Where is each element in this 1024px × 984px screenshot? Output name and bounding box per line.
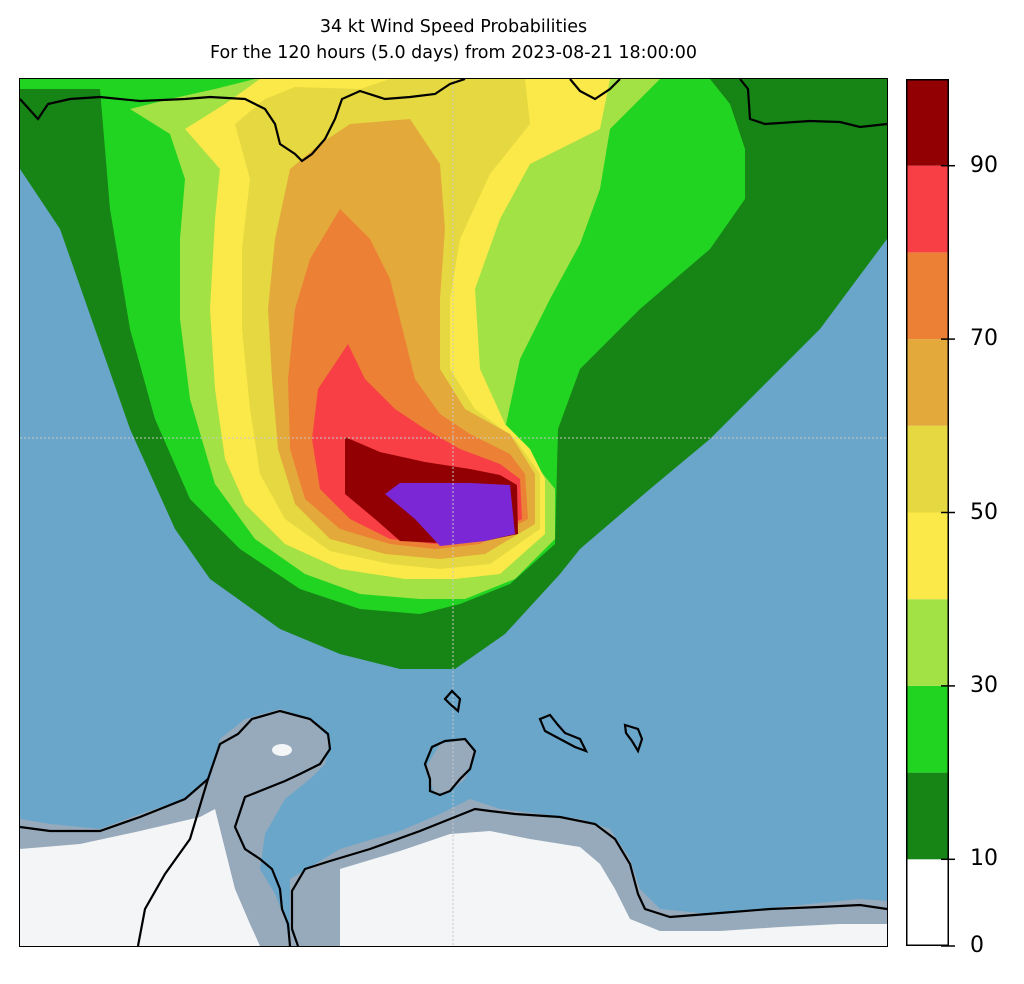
title-line-1: 34 kt Wind Speed Probabilities bbox=[319, 17, 588, 37]
island-center bbox=[425, 739, 475, 794]
colorbar-tick-label: 50 bbox=[970, 499, 998, 525]
colorbar-tick-label: 0 bbox=[970, 933, 984, 958]
colorbar-tick-label: 30 bbox=[970, 672, 998, 698]
land-interior-west bbox=[20, 809, 260, 946]
colorbar-segment bbox=[906, 339, 949, 426]
map-title: 34 kt Wind Speed Probabilities For the 1… bbox=[20, 14, 887, 66]
colorbar-segment bbox=[906, 252, 949, 340]
probability-map bbox=[20, 79, 887, 946]
colorbar-tick-label: 90 bbox=[970, 152, 998, 178]
colorbar-segment bbox=[906, 512, 949, 600]
colorbar-segment bbox=[906, 685, 949, 773]
land-interior-east bbox=[340, 831, 887, 946]
lake-spot bbox=[272, 744, 292, 756]
contour-level-100 bbox=[385, 483, 515, 546]
colorbar bbox=[906, 79, 955, 947]
colorbar-segment bbox=[906, 772, 949, 860]
colorbar-segment bbox=[906, 165, 949, 253]
colorbar-segment bbox=[906, 859, 949, 946]
colorbar-tick-label: 70 bbox=[970, 326, 998, 352]
title-line-2: For the 120 hours (5.0 days) from 2023-0… bbox=[210, 43, 697, 63]
colorbar-segment bbox=[906, 79, 949, 166]
coastlines bbox=[20, 79, 887, 946]
colorbar-tick-label: 10 bbox=[970, 846, 998, 872]
colorbar-segment bbox=[906, 599, 949, 686]
colorbar-segment bbox=[906, 425, 949, 513]
